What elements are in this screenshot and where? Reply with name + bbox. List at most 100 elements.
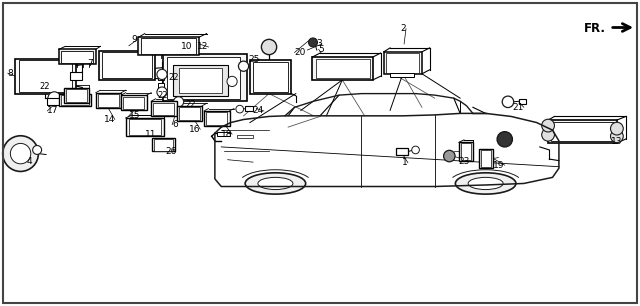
Text: 4: 4 [27,157,33,166]
Text: 12: 12 [197,43,209,51]
Text: FR.: FR. [584,22,605,35]
Circle shape [48,92,61,105]
Bar [396,148,408,155]
Bar [125,118,164,136]
Bar [59,50,96,64]
Bar [479,149,493,168]
Text: 16: 16 [189,125,200,134]
Text: 21: 21 [513,103,524,112]
Circle shape [239,61,249,71]
Circle shape [236,105,244,113]
Text: 6: 6 [172,120,178,129]
Bar [548,120,617,143]
Text: 22: 22 [185,100,195,109]
Text: 8: 8 [8,69,13,78]
Text: 14: 14 [104,115,115,124]
Bar [217,132,230,136]
Bar [123,97,144,109]
Bar [157,74,164,80]
Bar [387,53,419,73]
Circle shape [444,150,455,162]
Text: 26: 26 [166,147,177,156]
Text: 24: 24 [253,106,264,115]
Text: 1: 1 [402,158,408,167]
Bar [61,95,89,106]
Text: 25: 25 [248,55,259,64]
Bar [179,68,222,93]
Bar [70,72,82,80]
Bar [102,52,152,78]
Ellipse shape [456,173,516,194]
Text: 11: 11 [145,130,156,139]
Bar [153,103,174,115]
Bar [129,119,161,135]
Circle shape [173,97,184,107]
Text: 20: 20 [294,48,306,57]
Bar [121,95,147,110]
Text: 9: 9 [131,35,137,44]
Bar [384,52,422,74]
Circle shape [502,96,514,108]
Bar [246,106,253,111]
Circle shape [308,38,317,47]
Bar [173,65,228,96]
Bar [96,93,121,108]
Bar [519,99,527,104]
Text: 5: 5 [319,45,324,54]
Bar [390,73,414,77]
Text: 7: 7 [88,59,93,68]
Bar [152,138,175,151]
Bar [316,58,370,78]
Bar [59,94,91,106]
Bar [250,60,291,94]
Text: 22: 22 [168,73,179,82]
Text: 13: 13 [611,137,622,146]
Bar [98,94,118,107]
Bar [312,57,373,80]
Bar [15,58,76,94]
Bar [163,54,247,101]
Ellipse shape [245,173,306,194]
Text: 18: 18 [221,130,232,139]
Bar [61,51,93,63]
Circle shape [261,39,276,55]
Bar [179,107,200,120]
Bar [138,37,199,55]
Bar [19,60,72,92]
Bar [177,106,202,121]
Bar [154,139,173,151]
Bar [481,150,492,167]
Bar [167,57,241,99]
Bar [47,99,65,105]
Bar [204,111,230,126]
Bar [157,83,164,89]
Circle shape [10,144,31,164]
Text: 22: 22 [157,91,168,100]
Bar [151,101,177,117]
Circle shape [157,87,167,97]
Text: 22: 22 [40,82,50,91]
Bar [253,62,288,92]
Bar [64,88,90,103]
Bar [206,113,227,125]
Circle shape [157,69,167,80]
Bar [66,89,87,102]
Circle shape [33,145,42,155]
Bar [459,142,473,161]
Ellipse shape [258,177,293,189]
Circle shape [541,119,554,132]
Circle shape [3,136,38,171]
Circle shape [497,132,513,147]
Ellipse shape [468,177,503,189]
Bar [461,143,471,160]
Circle shape [227,76,237,87]
Bar [141,39,196,54]
Text: 23: 23 [458,157,470,166]
Circle shape [611,130,623,143]
Text: 2: 2 [401,24,406,33]
Text: 15: 15 [129,111,140,120]
Text: 10: 10 [181,43,193,51]
Circle shape [611,122,623,135]
Text: 17: 17 [47,106,59,115]
Bar [551,121,614,141]
